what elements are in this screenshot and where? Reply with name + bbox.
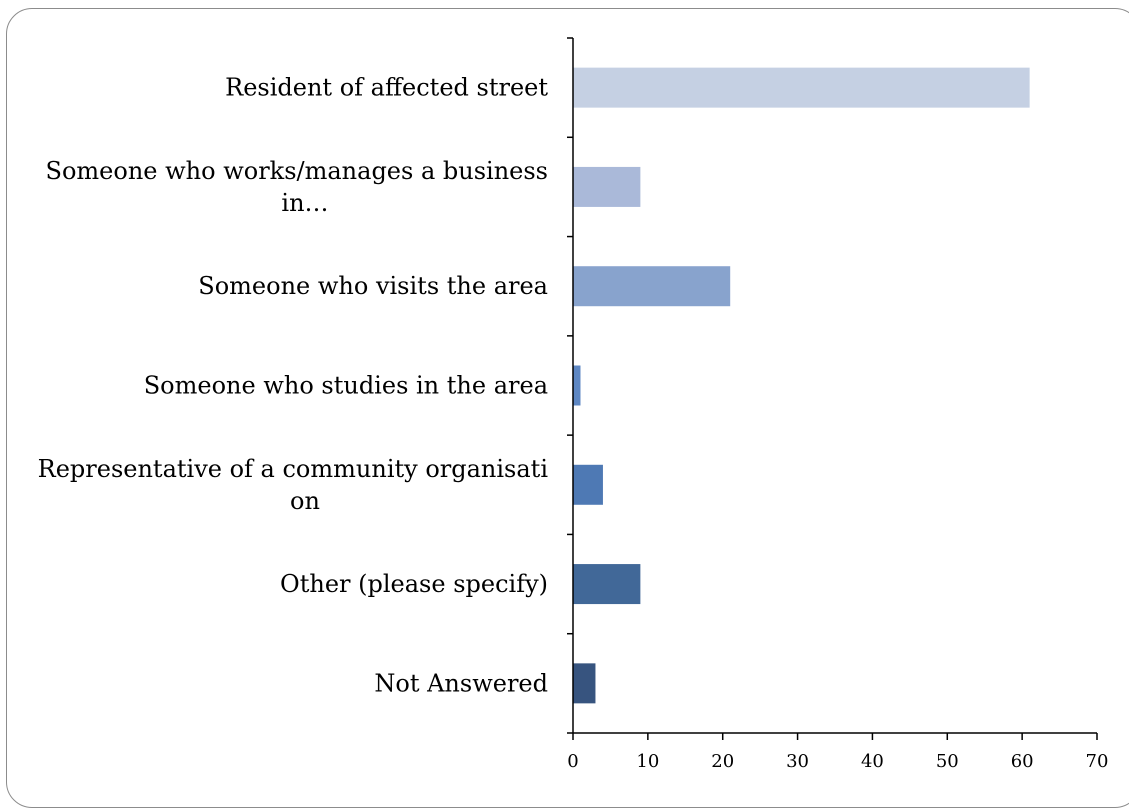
value-tick-label: 50 — [936, 751, 959, 772]
value-tick-label: 20 — [711, 751, 734, 772]
axes-layer — [567, 37, 1098, 740]
category-label: in… — [281, 189, 328, 217]
bar-1 — [573, 67, 1030, 108]
value-tick-label: 0 — [567, 751, 578, 772]
category-label: Someone who studies in the area — [144, 372, 548, 400]
category-label: Resident of affected street — [225, 74, 548, 102]
category-label: Someone who works/manages a business — [46, 157, 548, 185]
value-tick-label: 30 — [786, 751, 809, 772]
bar-5 — [573, 464, 603, 505]
bar-2 — [573, 166, 641, 207]
category-label: Not Answered — [374, 669, 548, 697]
bar-chart: 0 10 20 30 40 50 60 70 Resident of affected stre… — [38, 37, 1109, 772]
category-label: Representative of a community organisati — [38, 455, 549, 483]
value-tick-label: 70 — [1086, 751, 1109, 772]
bar-3 — [573, 266, 731, 307]
bars-layer — [573, 67, 1030, 704]
value-tick-label: 10 — [636, 751, 659, 772]
value-tick-label: 40 — [861, 751, 884, 772]
bar-6 — [573, 564, 641, 605]
chart-frame — [6, 8, 1129, 808]
bar-4 — [573, 365, 581, 406]
labels-layer: 0 10 20 30 40 50 60 70 Resident of affected stre… — [38, 74, 1109, 772]
bar-7 — [573, 663, 596, 704]
category-label: Other (please specify) — [280, 570, 548, 598]
category-label: on — [290, 487, 320, 515]
value-tick-label: 60 — [1011, 751, 1034, 772]
category-label: Someone who visits the area — [198, 272, 548, 300]
